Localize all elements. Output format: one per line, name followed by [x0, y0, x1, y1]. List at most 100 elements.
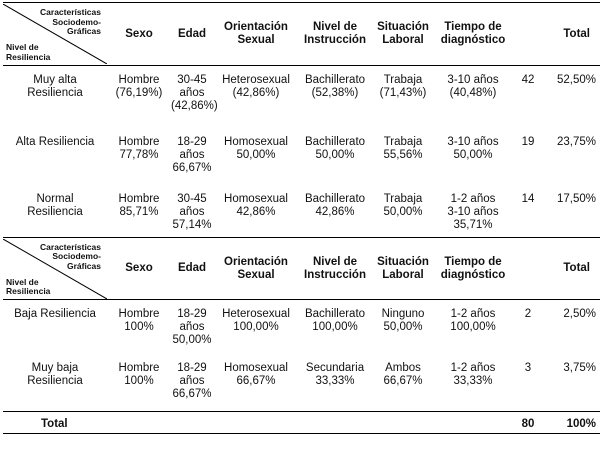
column-header-total: Total: [563, 27, 590, 40]
situacion-cell-line: (71,43%): [379, 87, 427, 99]
situacion-cell-line: Trabaja: [383, 135, 423, 148]
count-cell: 3: [524, 361, 532, 374]
table-row: Alta Resiliencia Hombre 77,78% 18-29 años 66,…: [3, 128, 600, 185]
orientacion-cell-line: Heterosexual: [222, 74, 290, 86]
instruccion-cell: Secundaria 33,33%: [299, 354, 371, 412]
diagonal-header-cell: Características Sociodemo- Gráficas Nivel d…: [3, 238, 107, 300]
diagonal-bottom-line: Nivel de: [6, 276, 39, 287]
edad-cell: 18-29 años 66,67%: [171, 128, 213, 185]
edad-cell: 18-29 años 66,67%: [171, 354, 213, 412]
sexo-cell-line: Hombre: [118, 308, 160, 320]
sexo-cell-line: 85,71%: [119, 205, 159, 218]
situacion-cell: Trabaja 55,56%: [371, 128, 435, 185]
tiempo-cell-line: 100,00%: [450, 321, 496, 333]
edad-cell-line: 18-29: [177, 135, 207, 148]
count-cell: 19: [521, 135, 535, 148]
situacion-cell: Ambos 66,67%: [371, 354, 435, 412]
diagonal-header-box: Características Sociodemo- Gráficas Nivel d…: [3, 238, 107, 299]
edad-cell-line: años: [179, 374, 205, 387]
edad-cell-line: (42,86%): [171, 100, 218, 112]
orientacion-cell-line: 66,67%: [236, 374, 276, 387]
column-header-orientacion: Orientación Sexual: [213, 238, 299, 300]
column-header-tiempo-diagnostico: Tiempo de diagnóstico: [435, 238, 511, 300]
orientacion-cell-line: Homosexual: [224, 361, 288, 374]
tiempo-cell-line: 3-10 años: [447, 205, 499, 218]
situacion-cell-line: Trabaja: [383, 74, 423, 86]
total-label: Total: [3, 411, 511, 434]
edad-cell: 30-45 años (42,86%): [171, 66, 218, 128]
column-header-situacion-laboral: Situación Laboral: [371, 238, 435, 300]
instruccion-cell-line: (52,38%): [311, 87, 359, 99]
diagonal-header-cell: Características Sociodemo- Gráficas Nivel d…: [3, 3, 107, 66]
resilience-table-container: Características Sociodemo- Gráficas Nivel d…: [3, 2, 600, 434]
column-header-nivel-instruccion-line: Instrucción: [304, 34, 366, 46]
nivel-resiliencia-cell: Alta Resiliencia: [3, 128, 107, 185]
diagonal-top-label: Características Sociodemo- Gráficas: [40, 7, 101, 37]
column-header-nivel-instruccion: Nivel de Instrucción: [299, 238, 371, 300]
sexo-cell: Hombre 100%: [107, 354, 171, 412]
tiempo-cell: 1-2 años 100,00%: [435, 300, 511, 354]
sexo-cell-line: 100%: [124, 321, 154, 333]
column-header-sexo-line: Sexo: [125, 262, 153, 274]
edad-cell-line: 30-45: [177, 74, 207, 86]
column-header-tiempo-diagnostico-line: diagnóstico: [440, 268, 506, 281]
nivel-resiliencia-cell-line: Resiliencia: [27, 374, 83, 387]
sexo-cell-line: 100%: [124, 374, 154, 387]
diagonal-header-box: Características Sociodemo- Gráficas Nivel d…: [3, 4, 107, 64]
edad-cell-line: 18-29: [177, 361, 207, 374]
situacion-cell-line: 55,56%: [383, 148, 423, 161]
instruccion-cell: Bachillerato 50,00%: [299, 128, 371, 185]
diagonal-top-line: Gráficas: [66, 260, 101, 271]
orientacion-cell: Heterosexual 100,00%: [213, 300, 299, 354]
instruccion-cell-line: 42,86%: [315, 205, 355, 218]
orientacion-cell: Homosexual 50,00%: [213, 128, 299, 185]
column-header-situacion-laboral: Situación Laboral: [371, 3, 435, 66]
column-header-tiempo-diagnostico-line: diagnóstico: [440, 34, 506, 46]
edad-cell: 30-45 años 57,14%: [171, 185, 213, 238]
orientacion-cell-line: Homosexual: [224, 192, 288, 205]
instruccion-cell-line: Secundaria: [305, 361, 365, 374]
nivel-resiliencia-cell: Baja Resiliencia: [3, 300, 107, 354]
nivel-resiliencia-cell: Muy baja Resiliencia: [3, 354, 107, 412]
orientacion-cell-line: 42,86%: [236, 205, 276, 218]
column-header-orientacion-line: Sexual: [237, 34, 275, 46]
edad-cell-line: 18-29: [177, 308, 207, 320]
situacion-cell-line: Ninguno: [381, 308, 425, 320]
table-row: Muy alta Resiliencia Hombre (76,19%) 30-45 añ…: [3, 66, 600, 128]
tiempo-cell-line: 50,00%: [453, 148, 493, 161]
column-header-situacion-laboral-line: Situación: [377, 21, 429, 33]
count-cell: 14: [521, 192, 535, 205]
instruccion-cell: Bachillerato (52,38%): [299, 66, 371, 128]
column-header-tiempo-diagnostico: Tiempo de diagnóstico: [435, 3, 511, 66]
column-header-edad: Edad: [171, 3, 213, 66]
tiempo-cell-line: 1-2 años: [450, 192, 496, 205]
percent-cell: 52,50%: [556, 74, 596, 86]
count-cell: 42: [521, 74, 535, 86]
column-header-orientacion: Orientación Sexual: [213, 3, 299, 66]
sexo-cell-line: Hombre: [118, 135, 160, 148]
edad-cell-line: años: [179, 205, 205, 218]
sexo-cell: Hombre 100%: [107, 300, 171, 354]
nivel-resiliencia-cell-line: Normal: [36, 192, 74, 205]
situacion-cell: Trabaja (71,43%): [371, 66, 435, 128]
situacion-cell-line: 50,00%: [383, 321, 423, 333]
orientacion-cell: Heterosexual (42,86%): [213, 66, 299, 128]
edad-cell-line: 66,67%: [172, 161, 212, 174]
diagonal-top-line: Sociodemo-: [52, 16, 101, 27]
percent-cell: 3,75%: [563, 361, 596, 374]
column-header-total: Total: [563, 262, 590, 274]
column-header-sexo: Sexo: [107, 3, 171, 66]
column-header-nivel-instruccion-line: Instrucción: [304, 268, 366, 281]
total-percent: 100%: [545, 411, 600, 434]
edad-cell-line: 50,00%: [172, 334, 212, 346]
tiempo-cell: 3-10 años (40,48%): [435, 66, 511, 128]
diagonal-bottom-label: Nivel de Resiliencia: [6, 276, 50, 297]
column-header-edad: Edad: [171, 238, 213, 300]
instruccion-cell: Bachillerato 42,86%: [299, 185, 371, 238]
situacion-cell: Trabaja 50,00%: [371, 185, 435, 238]
nivel-resiliencia-cell: Muy alta Resiliencia: [3, 66, 107, 128]
edad-cell-line: años: [179, 148, 205, 161]
tiempo-cell: 3-10 años 50,00%: [435, 128, 511, 185]
sexo-cell-line: Hombre: [118, 192, 160, 205]
tiempo-cell: 1-2 años 33,33%: [435, 354, 511, 412]
